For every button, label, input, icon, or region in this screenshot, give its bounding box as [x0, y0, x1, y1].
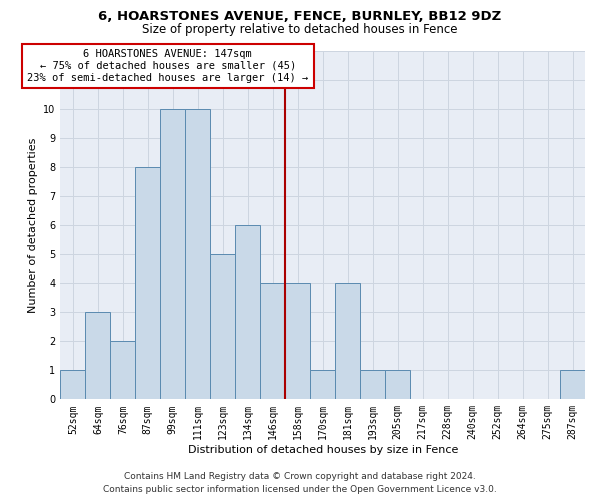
Bar [260, 284, 285, 400]
Bar [110, 342, 136, 400]
Bar [285, 284, 310, 400]
Text: Contains HM Land Registry data © Crown copyright and database right 2024.
Contai: Contains HM Land Registry data © Crown c… [103, 472, 497, 494]
Bar [360, 370, 385, 400]
Text: 6 HOARSTONES AVENUE: 147sqm
← 75% of detached houses are smaller (45)
23% of sem: 6 HOARSTONES AVENUE: 147sqm ← 75% of det… [27, 50, 308, 82]
Bar [310, 370, 335, 400]
Bar [235, 226, 260, 400]
Bar [85, 312, 110, 400]
Bar [61, 370, 85, 400]
Bar [560, 370, 585, 400]
Bar [160, 110, 185, 400]
Bar [136, 168, 160, 400]
Bar [185, 110, 210, 400]
Text: 6, HOARSTONES AVENUE, FENCE, BURNLEY, BB12 9DZ: 6, HOARSTONES AVENUE, FENCE, BURNLEY, BB… [98, 10, 502, 23]
Y-axis label: Number of detached properties: Number of detached properties [28, 138, 38, 313]
Bar [335, 284, 360, 400]
Bar [385, 370, 410, 400]
Text: Size of property relative to detached houses in Fence: Size of property relative to detached ho… [142, 22, 458, 36]
Bar [210, 254, 235, 400]
X-axis label: Distribution of detached houses by size in Fence: Distribution of detached houses by size … [188, 445, 458, 455]
